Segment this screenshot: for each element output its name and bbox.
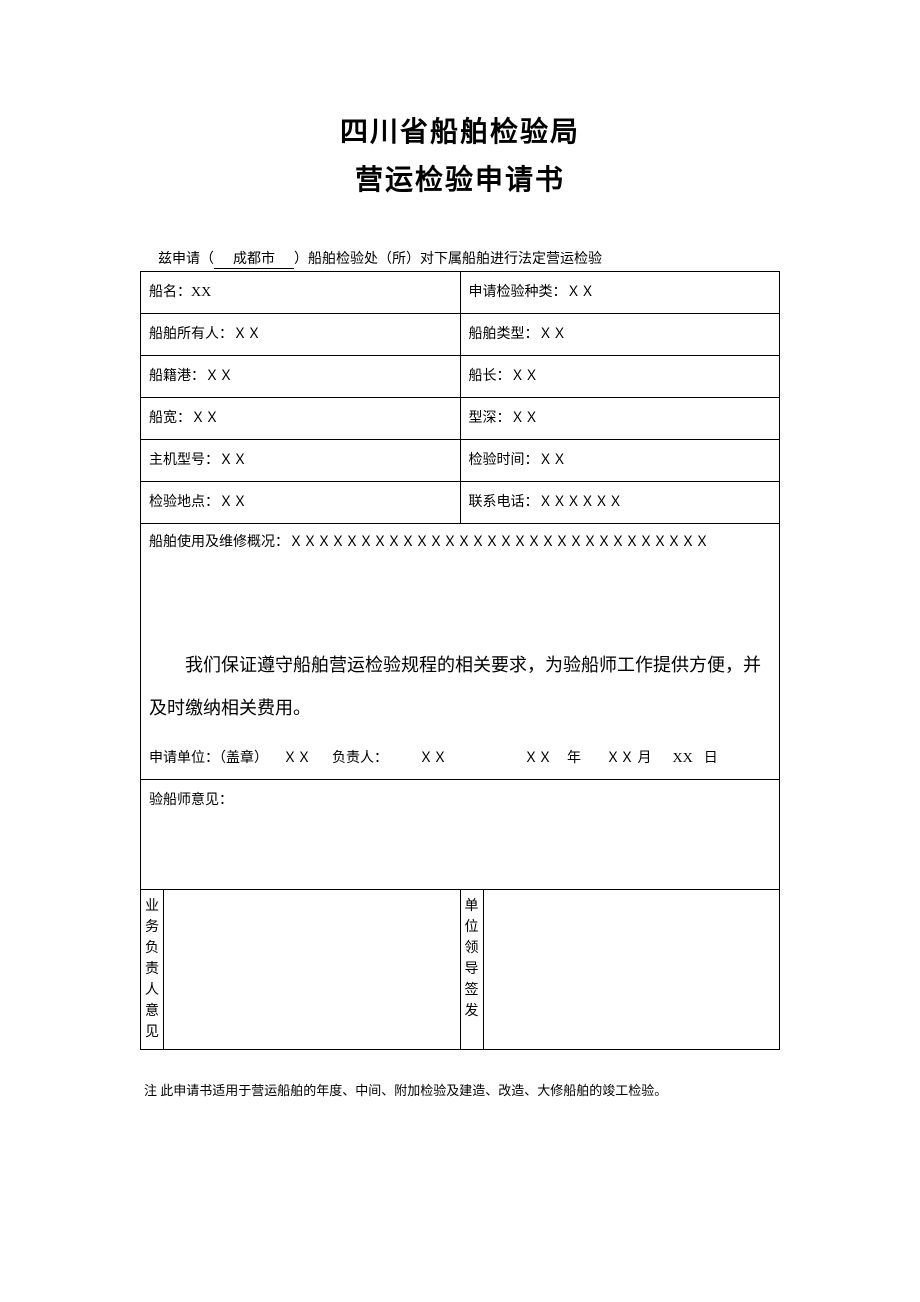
- ship-name-label: 船名：: [149, 285, 191, 300]
- inspector-opinion-label: 验船师意见：: [149, 793, 233, 808]
- cell-engine: 主机型号：ＸＸ: [141, 440, 461, 482]
- cell-ship-name: 船名：XX: [141, 272, 461, 314]
- row-engine: 主机型号：ＸＸ 检验时间：ＸＸ: [141, 440, 780, 482]
- row-signoff: 业务负责人意见 单位领导签发: [141, 890, 780, 1050]
- phone-value: ＸＸＸＸＸＸ: [539, 495, 623, 510]
- captain-value: ＸＸ: [511, 369, 539, 384]
- overview-value: ＸＸＸＸＸＸＸＸＸＸＸＸＸＸＸＸＸＸＸＸＸＸＸＸＸＸＸＸＸＸ: [289, 535, 709, 550]
- application-form: 船名：XX 申请检验种类：ＸＸ 船舶所有人：ＸＸ 船舶类型：ＸＸ 船籍港：ＸＸ …: [140, 271, 780, 890]
- cell-width: 船宽：ＸＸ: [141, 398, 461, 440]
- cell-ship-type: 船舶类型：ＸＸ: [460, 314, 780, 356]
- cell-apply-type: 申请检验种类：ＸＸ: [460, 272, 780, 314]
- title-line-1: 四川省船舶检验局: [140, 110, 780, 150]
- cell-depth: 型深：ＸＸ: [460, 398, 780, 440]
- width-value: ＸＸ: [191, 411, 219, 426]
- cell-inspect-time: 检验时间：ＸＸ: [460, 440, 780, 482]
- title-line-2: 营运检验申请书: [140, 158, 780, 198]
- ship-type-value: ＸＸ: [539, 327, 567, 342]
- apply-type-value: ＸＸ: [567, 285, 595, 300]
- ship-name-value: XX: [191, 285, 211, 300]
- preamble-city: 成都市: [214, 248, 294, 269]
- row-place-phone: 检验地点：ＸＸ 联系电话：ＸＸＸＸＸＸ: [141, 482, 780, 524]
- signoff-table: 业务负责人意见 单位领导签发: [140, 890, 780, 1050]
- cell-inspector-opinion: 验船师意见：: [141, 780, 780, 890]
- ship-type-label: 船舶类型：: [469, 327, 539, 342]
- inspect-time-value: ＸＸ: [539, 453, 567, 468]
- cell-inspect-place: 检验地点：ＸＸ: [141, 482, 461, 524]
- inspect-time-label: 检验时间：: [469, 453, 539, 468]
- overview-block: 船舶使用及维修概况：ＸＸＸＸＸＸＸＸＸＸＸＸＸＸＸＸＸＸＸＸＸＸＸＸＸＸＸＸＸＸ: [141, 524, 779, 604]
- sig-person-value: ＸＸ: [419, 751, 447, 766]
- registry-port-value: ＸＸ: [205, 369, 233, 384]
- depth-label: 型深：: [469, 411, 511, 426]
- phone-label: 联系电话：: [469, 495, 539, 510]
- biz-leader-sign-area: [164, 890, 461, 1050]
- cell-captain: 船长：ＸＸ: [460, 356, 780, 398]
- inspect-place-value: ＸＸ: [219, 495, 247, 510]
- cell-registry-port: 船籍港：ＸＸ: [141, 356, 461, 398]
- sig-unit-value: ＸＸ: [283, 751, 311, 766]
- overview-label: 船舶使用及维修概况：: [149, 535, 289, 550]
- sig-day-value: XX: [673, 751, 693, 766]
- declaration-text: 我们保证遵守船舶营运检验规程的相关要求，为验船师工作提供方便，并及时缴纳相关费用…: [141, 604, 779, 742]
- inspect-place-label: 检验地点：: [149, 495, 219, 510]
- sig-person-label: 负责人：: [332, 751, 388, 766]
- document-title: 四川省船舶检验局 营运检验申请书: [140, 110, 780, 198]
- row-ship-name: 船名：XX 申请检验种类：ＸＸ: [141, 272, 780, 314]
- owner-value: ＸＸ: [233, 327, 261, 342]
- row-inspector-opinion: 验船师意见：: [141, 780, 780, 890]
- engine-model-value: ＸＸ: [219, 453, 247, 468]
- sig-month-label: 月: [638, 751, 652, 766]
- signature-line: 申请单位：（盖章） ＸＸ 负责人： ＸＸ ＸＸ 年 ＸＸ 月 XX 日: [141, 742, 779, 779]
- preamble-before: 兹申请（: [158, 252, 214, 267]
- cell-owner: 船舶所有人：ＸＸ: [141, 314, 461, 356]
- captain-label: 船长：: [469, 369, 511, 384]
- engine-model-label: 主机型号：: [149, 453, 219, 468]
- preamble-after: ）船舶检验处（所）对下属船舶进行法定营运检验: [294, 252, 602, 267]
- preamble: 兹申请（成都市）船舶检验处（所）对下属船舶进行法定营运检验: [140, 248, 780, 269]
- registry-port-label: 船籍港：: [149, 369, 205, 384]
- width-label: 船宽：: [149, 411, 191, 426]
- row-owner: 船舶所有人：ＸＸ 船舶类型：ＸＸ: [141, 314, 780, 356]
- sig-day-label: 日: [704, 751, 718, 766]
- cell-declaration: 船舶使用及维修概况：ＸＸＸＸＸＸＸＸＸＸＸＸＸＸＸＸＸＸＸＸＸＸＸＸＸＸＸＸＸＸ…: [141, 524, 780, 780]
- row-declaration: 船舶使用及维修概况：ＸＸＸＸＸＸＸＸＸＸＸＸＸＸＸＸＸＸＸＸＸＸＸＸＸＸＸＸＸＸ…: [141, 524, 780, 780]
- footer-note: 注 此申请书适用于营运船舶的年度、中间、附加检验及建造、改造、大修船舶的竣工检验…: [140, 1080, 780, 1099]
- cell-phone: 联系电话：ＸＸＸＸＸＸ: [460, 482, 780, 524]
- sig-year-value: ＸＸ: [524, 751, 552, 766]
- sig-unit-label: 申请单位：（盖章）: [149, 751, 268, 766]
- sig-year-label: 年: [567, 751, 581, 766]
- sig-month-value: ＸＸ: [606, 751, 634, 766]
- row-dimensions: 船宽：ＸＸ 型深：ＸＸ: [141, 398, 780, 440]
- biz-leader-label: 业务负责人意见: [141, 890, 164, 1050]
- owner-label: 船舶所有人：: [149, 327, 233, 342]
- apply-type-label: 申请检验种类：: [469, 285, 567, 300]
- unit-leader-label: 单位领导签发: [460, 890, 483, 1050]
- row-registry: 船籍港：ＸＸ 船长：ＸＸ: [141, 356, 780, 398]
- depth-value: ＸＸ: [511, 411, 539, 426]
- unit-leader-sign-area: [483, 890, 780, 1050]
